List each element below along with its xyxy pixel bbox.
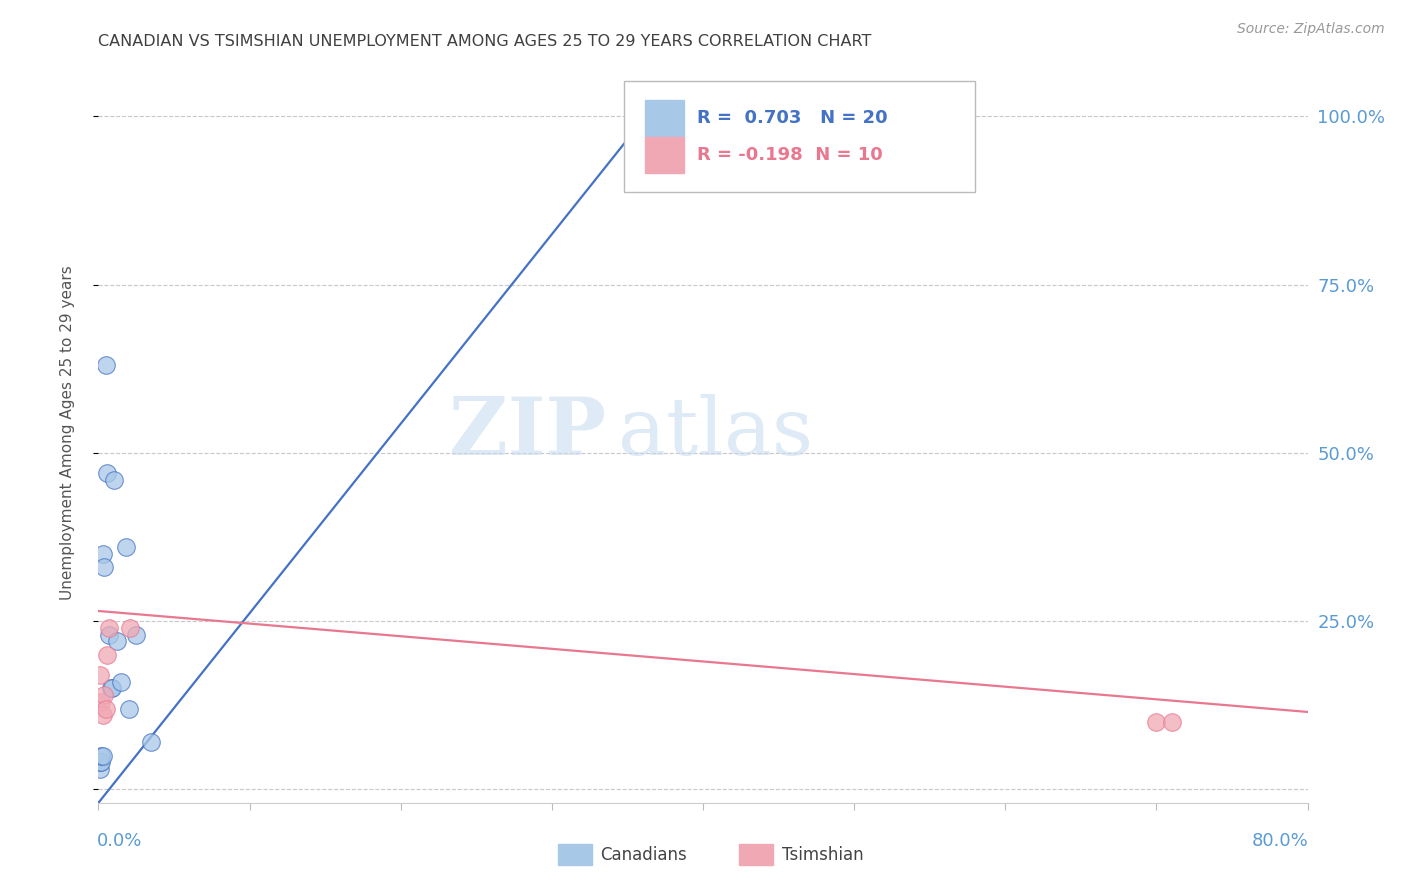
- Point: [90, 756, 112, 770]
- Point: [101, 681, 124, 696]
- Point: [120, 621, 142, 635]
- Text: Source: ZipAtlas.com: Source: ZipAtlas.com: [1237, 22, 1385, 37]
- Point: [98, 621, 121, 635]
- Text: 80.0%: 80.0%: [1251, 832, 1309, 850]
- Bar: [645, 137, 683, 173]
- Text: ZIP: ZIP: [450, 393, 606, 472]
- Y-axis label: Unemployment Among Ages 25 to 29 years: Unemployment Among Ages 25 to 29 years: [60, 265, 75, 600]
- Point: [93, 560, 115, 574]
- Text: R =  0.703   N = 20: R = 0.703 N = 20: [697, 109, 887, 127]
- Bar: [645, 100, 683, 136]
- Text: atlas: atlas: [619, 393, 814, 472]
- Point: [96, 648, 118, 662]
- Point: [98, 627, 121, 641]
- Point: [1144, 714, 1167, 729]
- Point: [96, 466, 118, 480]
- Bar: [740, 844, 773, 865]
- Point: [89, 762, 111, 776]
- Text: CANADIAN VS TSIMSHIAN UNEMPLOYMENT AMONG AGES 25 TO 29 YEARS CORRELATION CHART: CANADIAN VS TSIMSHIAN UNEMPLOYMENT AMONG…: [98, 34, 872, 49]
- Point: [89, 756, 111, 770]
- Point: [103, 473, 125, 487]
- Point: [105, 634, 128, 648]
- Text: Canadians: Canadians: [600, 846, 688, 863]
- Point: [110, 674, 132, 689]
- Point: [125, 627, 148, 641]
- FancyBboxPatch shape: [624, 81, 976, 192]
- Point: [100, 681, 122, 696]
- Point: [90, 695, 112, 709]
- Point: [118, 701, 141, 715]
- Point: [91, 748, 114, 763]
- Point: [94, 701, 117, 715]
- Point: [141, 735, 163, 749]
- Point: [89, 668, 111, 682]
- Point: [661, 109, 683, 123]
- Point: [114, 540, 136, 554]
- Point: [1160, 714, 1182, 729]
- Point: [94, 359, 117, 373]
- Text: 0.0%: 0.0%: [97, 832, 142, 850]
- Point: [90, 748, 112, 763]
- Text: Tsimshian: Tsimshian: [782, 846, 863, 863]
- Point: [91, 708, 114, 723]
- Point: [93, 688, 115, 702]
- Point: [91, 547, 114, 561]
- Text: R = -0.198  N = 10: R = -0.198 N = 10: [697, 146, 883, 164]
- Bar: [558, 844, 592, 865]
